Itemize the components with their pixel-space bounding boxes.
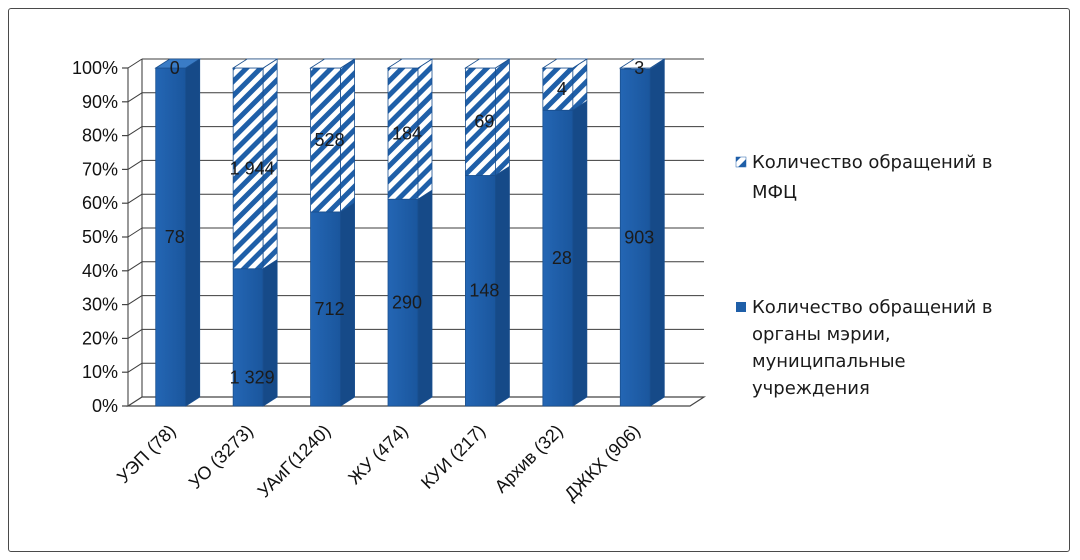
data-label-solid: 712 [315,299,345,319]
bar-solid-4-front [465,175,496,407]
bar-striped-3-front [387,67,419,200]
bar-solid-0-top [154,58,202,69]
data-label-solid: 1 329 [230,367,275,387]
data-label-striped: 4 [557,79,567,99]
y-axis: 0% 10% 20% 30% 40% 50% 60% 70% 80% 90% 100% [72,58,128,416]
y-tick-label: 60% [82,193,118,213]
legend-swatch-solid [736,302,746,312]
bar-striped-5-top [541,58,589,69]
data-label-striped: 69 [474,112,494,132]
legend-label-mayor-line3: муниципальные [752,351,906,372]
gridline-depth [127,227,143,238]
legend-label-mayor-line4: учреждения [752,378,870,399]
bar-solid-1-front [232,268,264,407]
data-label-striped: 0 [170,58,180,78]
bar-striped-5-front [542,67,574,111]
y-tick-label: 100% [72,58,118,78]
gridline-depth [127,126,143,137]
bar-solid-0-front [155,67,187,407]
y-tick-label: 80% [82,126,118,146]
chart-floor [125,396,707,407]
y-tick-label: 0% [92,396,118,416]
bar-solid-5-front [542,109,574,407]
data-label-solid: 28 [552,248,572,268]
bar-striped-1-top [231,58,279,69]
x-tick-label: УО (3273) [185,421,257,493]
y-tick-label: 30% [82,295,118,315]
legend-label-mayor-line1: Количество обращений в [752,297,993,318]
bar-striped-4-side [495,58,510,177]
data-label-solid: 290 [392,293,422,313]
legend: Количество обращений в МФЦ Количество обра… [735,152,993,399]
data-label-striped: 3 [634,58,644,78]
x-tick-label: УАиГ(1240) [254,421,335,502]
y-tick-label: 20% [82,328,118,348]
bar-solid-0-side [185,58,201,407]
bar-striped-4-front [465,67,496,176]
bar-solid-2-front [310,211,341,407]
y-tick-label: 10% [82,362,118,382]
bar-striped-3-top [386,58,434,69]
data-label-solid: 78 [165,227,185,247]
bar-striped-4-top [464,58,511,69]
x-tick-label: КУИ (217) [417,421,489,493]
legend-label-mfc-line1: Количество обращений в [752,152,993,173]
y-tick-label: 90% [82,92,118,112]
legend-label-mfc-line2: МФЦ [752,182,797,203]
bar-solid-5-side [572,100,588,407]
y-tick-label: 70% [82,159,118,179]
x-tick-label: Архив (32) [491,421,567,497]
bar-striped-2-top [309,58,356,69]
data-label-striped: 1 944 [230,158,275,178]
gridline-depth [127,193,143,204]
gridline-depth [127,159,143,170]
gridline-depth [127,58,143,69]
gridline-depth [127,295,143,306]
y-tick-label: 50% [82,227,118,247]
data-label-striped: 528 [315,130,345,150]
data-label-striped: 184 [392,124,422,144]
legend-label-mayor-line2: органы мэрии, [752,324,891,345]
gridline-depth [127,92,143,103]
y-tick-label: 40% [82,261,118,281]
bar-solid-3-front [387,198,419,407]
gridline-depth [127,362,143,373]
x-tick-label: ЖУ (474) [344,421,412,489]
bars: 78 0 1 329 1 944 712 528 290 184 148 69 28 4 903 3 [154,58,666,407]
x-tick-label: ДЖКХ (906) [560,421,644,505]
data-label-solid: 148 [469,281,499,301]
data-label-solid: 903 [624,228,654,248]
gridline-depth [127,261,143,272]
gridline-depth [127,328,143,339]
legend-swatch-striped [735,156,747,168]
bar-striped-6-top [618,58,666,69]
x-tick-label: УЭП (78) [113,421,179,487]
x-axis-labels: УЭП (78) УО (3273)УАиГ(1240) ЖУ (474) КУИ (… [113,421,644,505]
